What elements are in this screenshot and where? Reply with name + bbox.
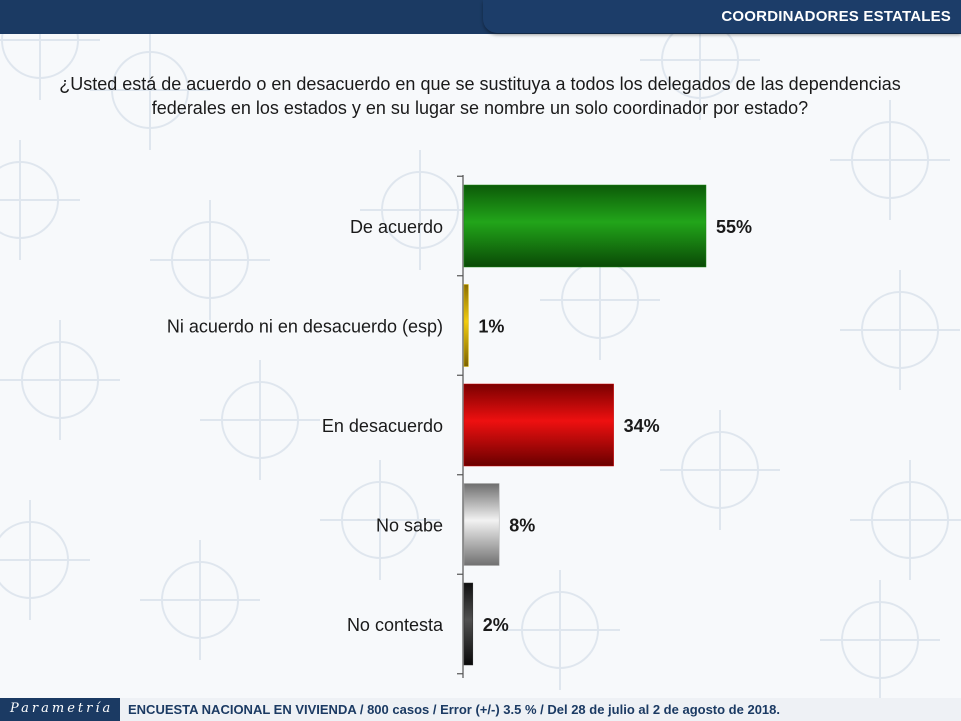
bar-1 [463, 184, 707, 268]
parametria-logo: Parametría [0, 698, 120, 721]
survey-methodology-note: ENCUESTA NACIONAL EN VIVIENDA / 800 caso… [128, 702, 780, 717]
category-label: En desacuerdo [322, 416, 443, 436]
category-label: Ni acuerdo ni en desacuerdo (esp) [167, 317, 443, 337]
category-label: De acuerdo [350, 217, 443, 237]
bar-5 [463, 582, 474, 666]
value-label: 34% [624, 416, 660, 436]
bar-4 [463, 483, 500, 566]
value-label: 8% [509, 516, 535, 536]
section-title: COORDINADORES ESTATALES [721, 8, 951, 25]
value-label: 2% [483, 615, 509, 635]
value-label: 1% [478, 317, 504, 337]
bar-3 [463, 383, 614, 467]
value-label: 55% [716, 217, 752, 237]
footer: Parametría ENCUESTA NACIONAL EN VIVIENDA… [0, 698, 961, 721]
bar-2 [463, 284, 469, 367]
category-label: No contesta [347, 615, 444, 635]
header-tab: COORDINADORES ESTATALES [483, 0, 961, 33]
category-label: No sabe [376, 516, 443, 536]
survey-question: ¿Usted está de acuerdo o en desacuerdo e… [59, 74, 901, 118]
